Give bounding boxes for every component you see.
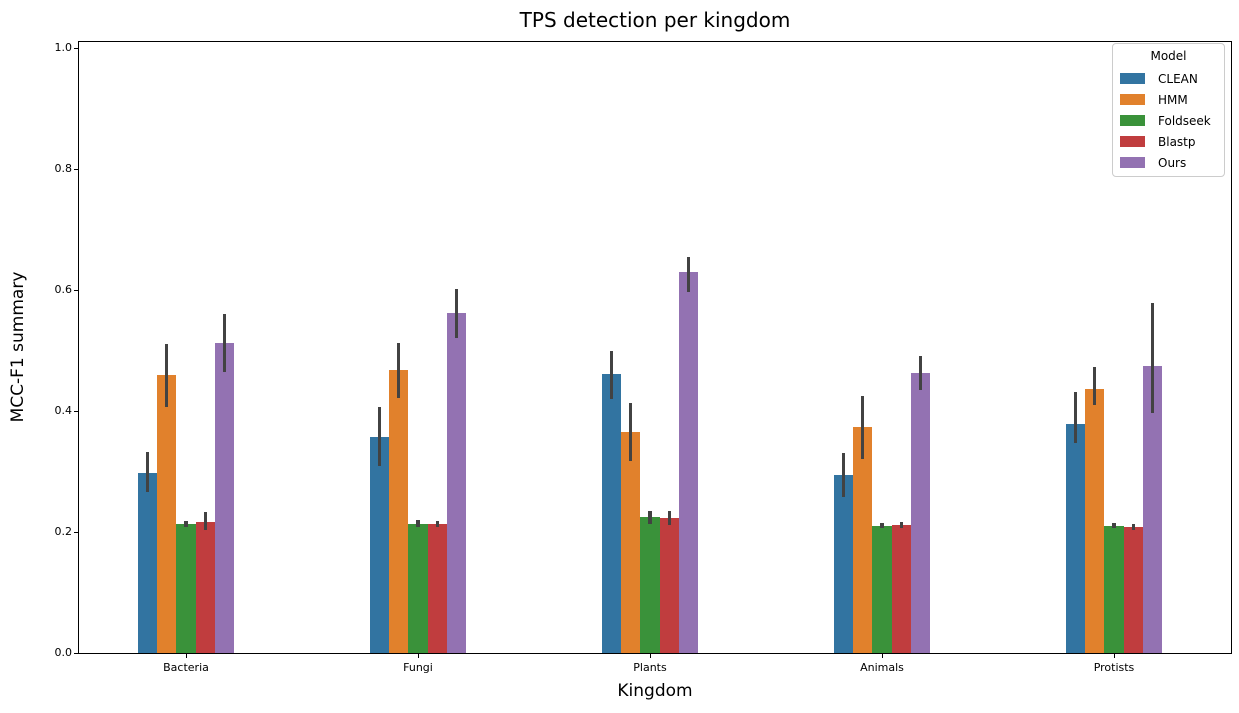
bar-ours-bacteria <box>215 342 235 653</box>
y-tick-label: 0.2 <box>54 525 73 538</box>
error-bar-clean-fungi <box>377 406 381 467</box>
error-bar-hmm-plants <box>629 402 633 461</box>
legend-label: CLEAN <box>1158 71 1198 86</box>
y-tick-label: 0.6 <box>54 283 73 296</box>
error-bar-ours-fungi <box>455 289 459 339</box>
bar-blastp-plants <box>659 518 680 653</box>
bar-foldseek-bacteria <box>176 524 196 653</box>
x-tick-mark <box>186 654 187 658</box>
error-bar-foldseek-protists <box>1112 522 1116 529</box>
legend-item-clean: CLEAN <box>1113 68 1224 89</box>
bar-blastp-bacteria <box>195 521 216 653</box>
y-tick-mark <box>74 532 78 533</box>
error-bar-blastp-plants <box>667 511 671 525</box>
x-tick-label-plants: Plants <box>633 661 667 674</box>
x-axis-label: Kingdom <box>617 681 693 701</box>
x-tick-label-animals: Animals <box>860 661 904 674</box>
legend-label: Blastp <box>1158 134 1196 149</box>
error-bar-hmm-fungi <box>397 343 401 399</box>
legend-swatch-blastp <box>1120 136 1145 147</box>
x-tick-mark <box>418 654 419 658</box>
y-tick-mark <box>74 169 78 170</box>
error-bar-clean-plants <box>609 351 613 399</box>
plot-area: Model CLEAN HMM Foldseek Blastp Ours <box>74 41 1232 658</box>
y-tick-label: 1.0 <box>54 41 73 54</box>
y-tick-mark <box>74 290 78 291</box>
bar-clean-protists <box>1065 424 1085 653</box>
error-bar-ours-animals <box>919 355 923 391</box>
error-bar-blastp-animals <box>899 522 903 528</box>
legend-item-foldseek: Foldseek <box>1113 110 1224 131</box>
y-tick-mark <box>74 48 78 49</box>
legend-swatch-hmm <box>1120 94 1145 105</box>
bar-clean-fungi <box>369 437 389 653</box>
bar-clean-animals <box>833 475 853 653</box>
x-tick-label-bacteria: Bacteria <box>163 661 209 674</box>
error-bar-clean-bacteria <box>145 451 149 493</box>
legend-label: HMM <box>1158 92 1188 107</box>
bar-foldseek-animals <box>872 525 892 653</box>
error-bar-foldseek-bacteria <box>184 521 188 528</box>
legend-item-ours: Ours <box>1113 152 1224 173</box>
error-bar-clean-protists <box>1073 391 1077 444</box>
bar-foldseek-plants <box>640 516 660 653</box>
bar-blastp-animals <box>891 524 912 653</box>
x-tick-mark <box>1114 654 1115 658</box>
x-tick-label-protists: Protists <box>1093 661 1135 674</box>
error-bar-ours-plants <box>687 257 691 292</box>
x-tick-mark <box>882 654 883 658</box>
error-bar-ours-bacteria <box>223 313 227 372</box>
bar-hmm-protists <box>1084 389 1105 653</box>
bar-foldseek-protists <box>1104 525 1124 653</box>
error-bar-blastp-fungi <box>435 520 439 528</box>
bar-blastp-protists <box>1123 526 1144 653</box>
bar-hmm-animals <box>852 427 873 653</box>
y-tick-mark <box>74 653 78 654</box>
legend-item-hmm: HMM <box>1113 89 1224 110</box>
x-tick-label-fungi: Fungi <box>403 661 433 674</box>
legend-item-blastp: Blastp <box>1113 131 1224 152</box>
error-bar-hmm-bacteria <box>165 343 169 407</box>
bar-foldseek-fungi <box>408 523 428 653</box>
bar-hmm-plants <box>620 431 641 653</box>
x-tick-mark <box>650 654 651 658</box>
bar-ours-plants <box>679 272 699 653</box>
bar-hmm-bacteria <box>156 374 177 653</box>
y-axis-label: MCC-F1 summary <box>8 271 28 423</box>
bar-ours-fungi <box>447 313 467 653</box>
error-bar-blastp-protists <box>1131 523 1135 530</box>
legend-title: Model <box>1150 49 1187 63</box>
error-bar-foldseek-animals <box>880 522 884 529</box>
y-tick-label: 0.4 <box>54 404 73 417</box>
error-bar-hmm-protists <box>1093 366 1097 405</box>
error-bar-ours-protists <box>1151 303 1155 413</box>
y-tick-mark <box>74 411 78 412</box>
error-bar-foldseek-fungi <box>416 519 420 527</box>
bar-clean-plants <box>601 373 621 653</box>
legend-swatch-clean <box>1120 73 1145 84</box>
bar-clean-bacteria <box>137 472 157 653</box>
error-bar-blastp-bacteria <box>203 512 207 530</box>
error-bar-clean-animals <box>841 453 845 497</box>
error-bar-foldseek-plants <box>648 510 652 524</box>
legend-label: Foldseek <box>1158 113 1211 128</box>
bar-blastp-fungi <box>427 524 448 653</box>
bar-ours-animals <box>911 372 931 653</box>
error-bar-hmm-animals <box>861 396 865 460</box>
legend: Model CLEAN HMM Foldseek Blastp Ours <box>1112 43 1225 177</box>
chart-title: TPS detection per kingdom <box>519 8 791 32</box>
legend-label: Ours <box>1158 155 1187 170</box>
y-tick-label: 0.8 <box>54 162 73 175</box>
bar-ours-protists <box>1143 366 1163 653</box>
legend-swatch-ours <box>1120 157 1145 168</box>
legend-swatch-foldseek <box>1120 115 1145 126</box>
bar-hmm-fungi <box>388 370 409 653</box>
legend-items: CLEAN HMM Foldseek Blastp Ours <box>1113 68 1224 173</box>
y-tick-label: 0.0 <box>54 646 73 659</box>
